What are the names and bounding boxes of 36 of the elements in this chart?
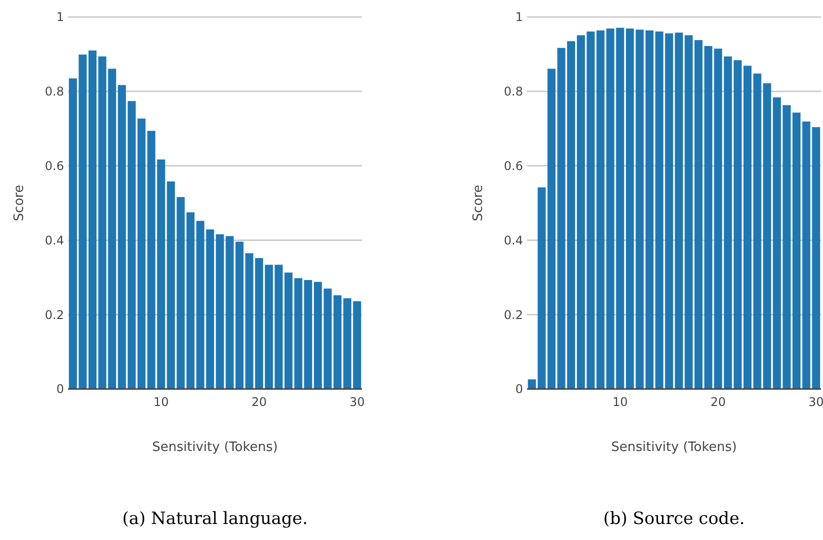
- y-tick-label: 1: [56, 10, 64, 24]
- y-tick-label: 1: [515, 10, 523, 24]
- bar: [792, 112, 801, 389]
- x-tick-label: 30: [808, 395, 823, 409]
- x-axis-title: Sensitivity (Tokens): [611, 440, 737, 455]
- bar: [645, 30, 654, 389]
- y-axis-title: Score: [471, 184, 486, 222]
- x-tick-label: 10: [153, 395, 169, 409]
- y-axis-title: Score: [12, 184, 27, 222]
- bar: [186, 212, 195, 389]
- y-tick-label: 0.6: [504, 159, 523, 173]
- y-tick-label: 0.2: [504, 308, 523, 322]
- x-tick-label: 30: [349, 395, 365, 409]
- y-tick-label: 0: [515, 382, 523, 396]
- x-axis-title: Sensitivity (Tokens): [152, 440, 278, 455]
- bar: [137, 118, 146, 389]
- y-tick-label: 0.4: [504, 233, 523, 248]
- y-tick-label: 0.4: [44, 233, 64, 248]
- bar: [235, 242, 244, 389]
- bar: [88, 50, 97, 389]
- bar: [596, 30, 605, 389]
- y-tick-label: 0.8: [504, 84, 523, 99]
- text: (a) Natural language.: [122, 509, 308, 529]
- y-tick-label: 0.2: [44, 308, 64, 322]
- bar: [547, 68, 556, 389]
- bar: [284, 272, 293, 389]
- bar: [333, 295, 342, 389]
- text: (b) Source code.: [603, 509, 745, 529]
- bar: [743, 66, 752, 389]
- y-tick-label: 0: [56, 382, 64, 396]
- x-tick-label: 20: [251, 395, 267, 409]
- x-tick-label: 20: [710, 395, 726, 409]
- bar: [694, 40, 703, 389]
- x-tick-label: 10: [612, 395, 628, 409]
- y-tick-label: 0.8: [44, 84, 64, 99]
- y-tick-label: 0.6: [44, 159, 64, 173]
